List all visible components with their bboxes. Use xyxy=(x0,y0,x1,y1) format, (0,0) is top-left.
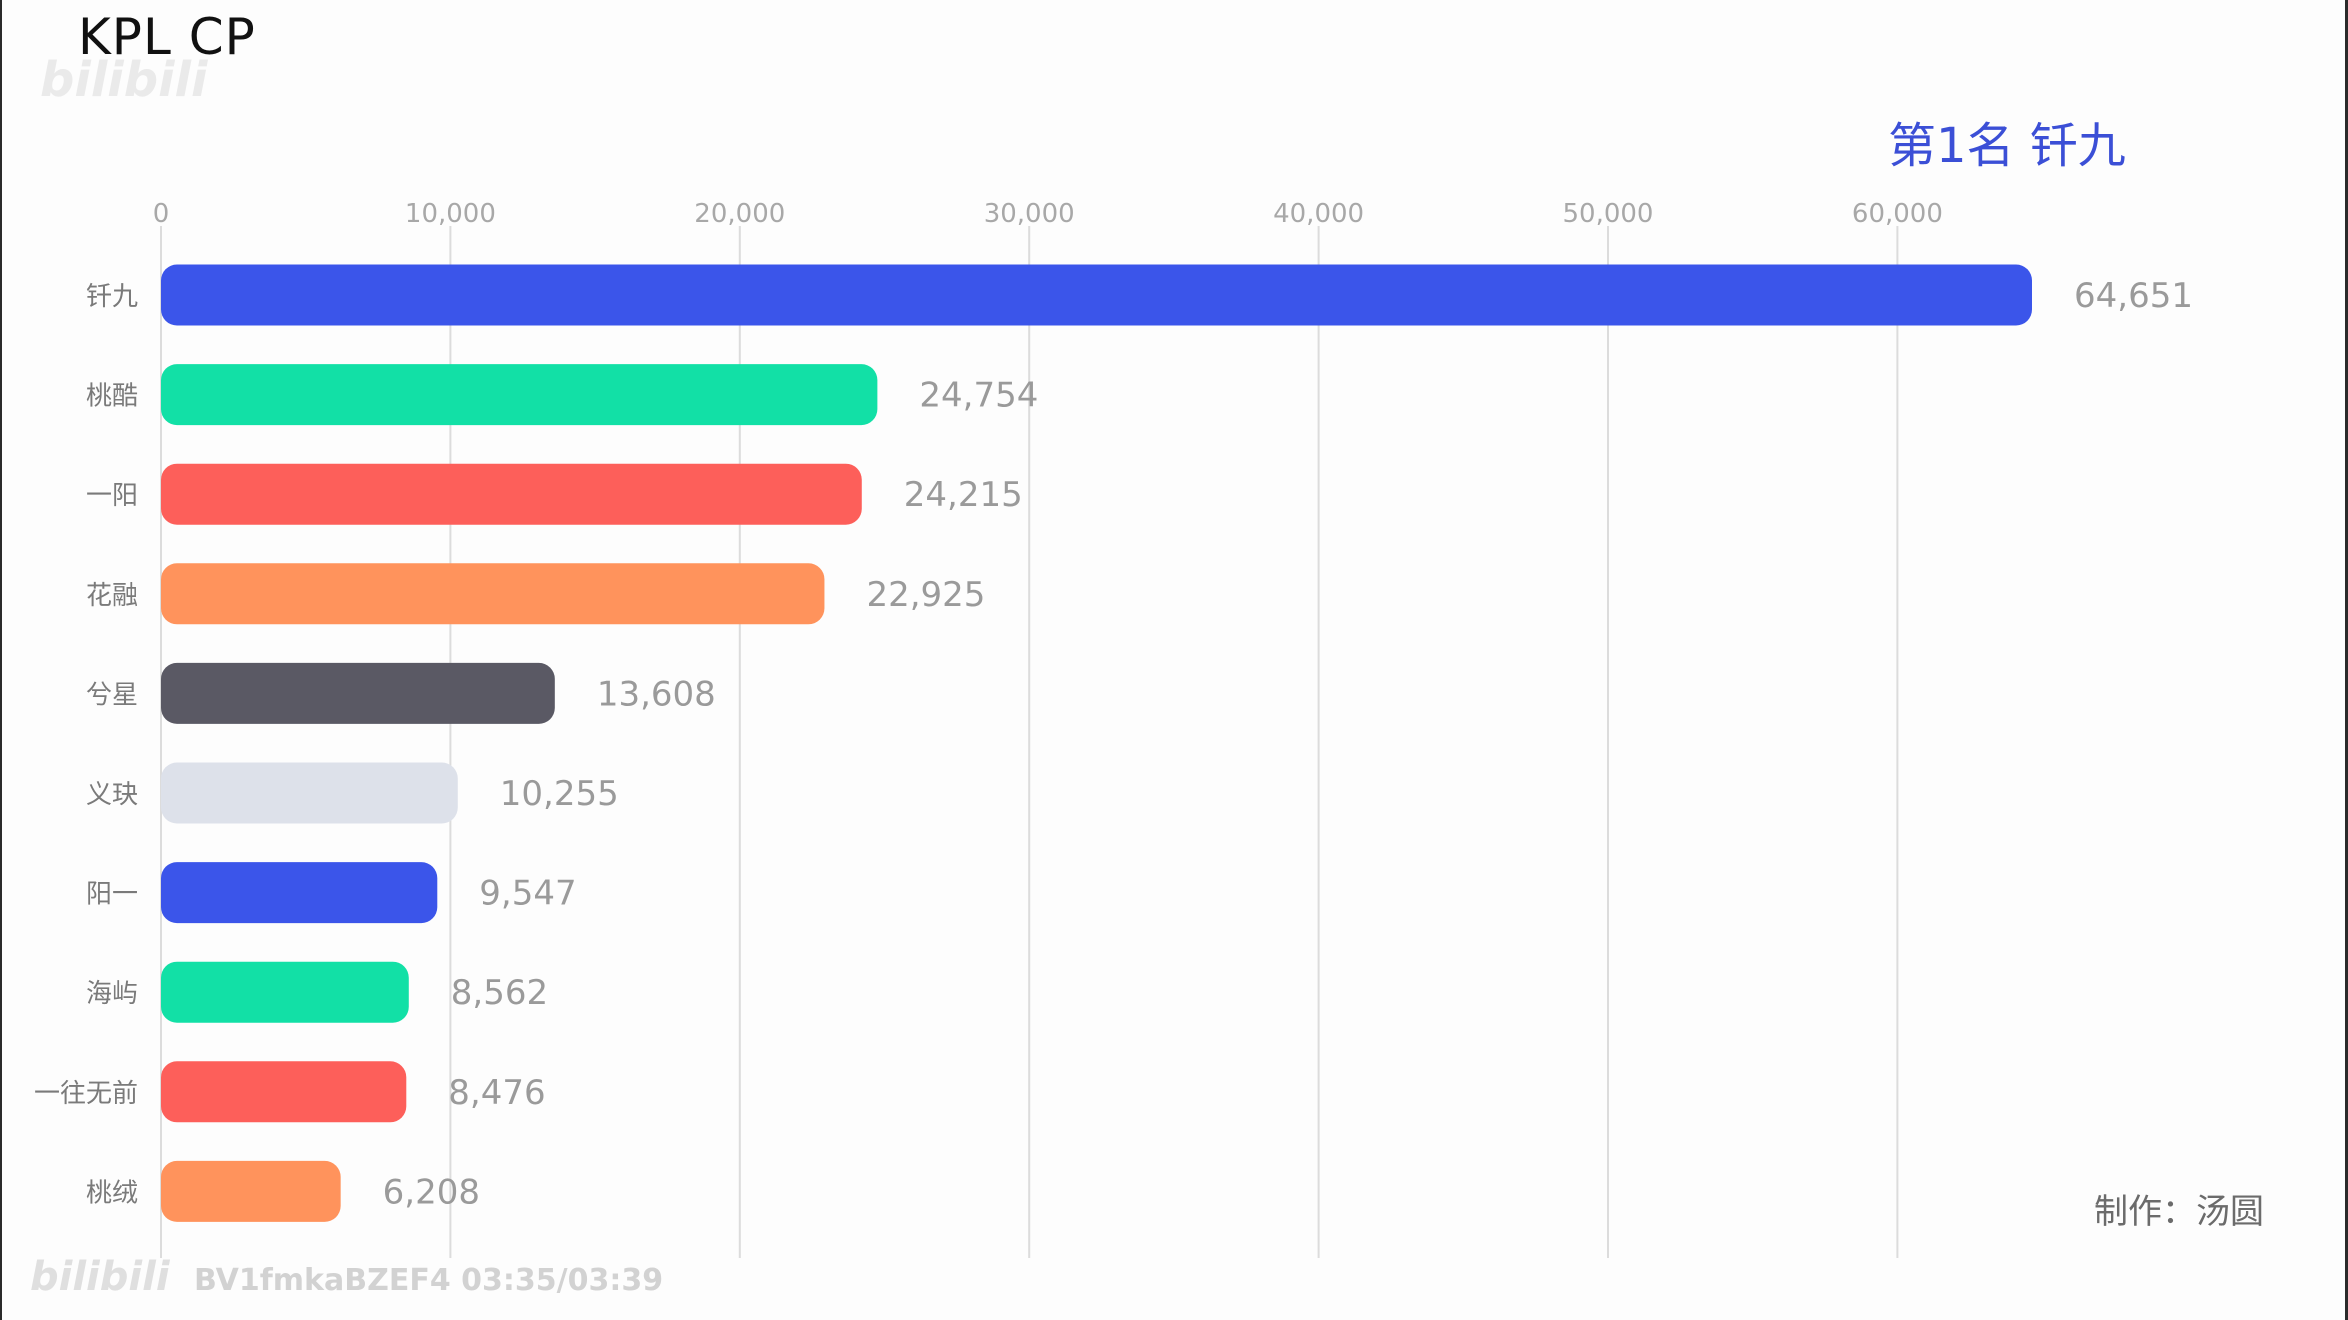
watermark-top: bilibili xyxy=(40,52,208,108)
frame-border-right xyxy=(2345,0,2348,1320)
chart-title: KPL CP xyxy=(78,8,256,66)
value-label: 10,255 xyxy=(500,774,619,814)
bar xyxy=(161,463,862,525)
frame-border-left xyxy=(0,0,2,1320)
bar xyxy=(161,1160,341,1222)
category-label: 义玦 xyxy=(86,780,138,810)
x-tick-label: 20,000 xyxy=(694,199,785,229)
x-tick-label: 40,000 xyxy=(1273,199,1364,229)
bar xyxy=(161,862,438,924)
value-label: 24,215 xyxy=(904,475,1023,515)
bar xyxy=(161,264,2032,326)
category-label: 兮星 xyxy=(86,680,138,710)
value-label: 22,925 xyxy=(866,575,985,615)
category-label: 海屿 xyxy=(86,979,138,1009)
x-tick-label: 50,000 xyxy=(1563,199,1654,229)
category-label: 钎九 xyxy=(86,282,138,312)
category-label: 一阳 xyxy=(86,481,138,511)
category-label: 桃绒 xyxy=(86,1178,138,1208)
value-label: 6,208 xyxy=(383,1172,480,1212)
category-label: 阳一 xyxy=(86,880,138,910)
bar xyxy=(161,1061,407,1123)
watermark-bottom: bilibili BV1fmkaBZEF4 03:35/03:39 xyxy=(30,1254,663,1300)
video-id-timestamp: BV1fmkaBZEF4 03:35/03:39 xyxy=(193,1263,664,1298)
bar xyxy=(161,961,409,1023)
x-tick-label: 30,000 xyxy=(984,199,1075,229)
bilibili-logo-icon: bilibili xyxy=(30,1254,170,1300)
value-label: 24,754 xyxy=(919,376,1038,416)
x-tick-label: 60,000 xyxy=(1852,199,1943,229)
bar xyxy=(161,364,878,426)
value-label: 8,476 xyxy=(448,1073,545,1113)
category-label: 花融 xyxy=(86,581,138,611)
category-label: 一往无前 xyxy=(34,1079,138,1109)
value-label: 13,608 xyxy=(597,674,716,714)
category-label: 桃酷 xyxy=(86,382,138,412)
bar xyxy=(161,762,458,824)
x-tick-label: 0 xyxy=(153,199,170,229)
value-label: 9,547 xyxy=(479,874,576,914)
value-label: 8,562 xyxy=(451,973,548,1013)
bar xyxy=(161,662,555,724)
x-tick-label: 10,000 xyxy=(405,199,496,229)
credit-label: 制作：汤圆 xyxy=(2094,1192,2264,1232)
value-label: 64,651 xyxy=(2074,276,2193,316)
bar xyxy=(161,563,825,625)
rank-label: 第1名 钎九 xyxy=(1888,118,2126,174)
